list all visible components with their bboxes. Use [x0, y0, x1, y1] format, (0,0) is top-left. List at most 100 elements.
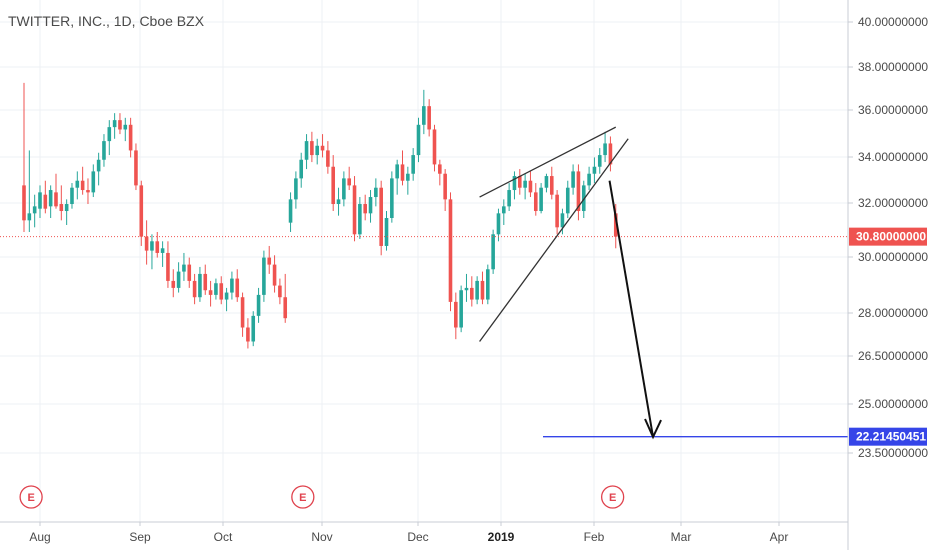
candle-body	[443, 173, 447, 200]
candle-body	[539, 187, 543, 212]
candle-body	[278, 285, 282, 298]
candle	[427, 99, 431, 137]
y-tick-label: 40.00000000	[858, 15, 928, 29]
candle-body	[592, 166, 597, 174]
candle	[597, 148, 602, 174]
candle-body	[219, 283, 224, 300]
candle	[608, 136, 613, 172]
candle-body	[112, 120, 117, 128]
candle-body	[406, 173, 410, 181]
candle	[278, 278, 282, 305]
candle	[166, 241, 170, 288]
earnings-badge-icon	[600, 485, 625, 509]
candle	[32, 194, 37, 228]
candle	[240, 292, 245, 337]
candle-body	[416, 124, 421, 156]
candle-body	[464, 287, 469, 291]
projection-arrow	[608, 180, 655, 438]
candle	[443, 169, 447, 212]
candle	[235, 269, 240, 302]
candle	[400, 150, 405, 186]
time-axis[interactable]: Aug Sep Oct Nov Dec 2019 Feb Mar Apr	[0, 521, 848, 544]
candle	[395, 159, 399, 195]
candle	[454, 292, 458, 340]
candle-body	[320, 145, 325, 151]
candle	[112, 113, 117, 139]
y-tick-label: 34.00000000	[858, 150, 928, 164]
candle-body	[160, 248, 165, 253]
candle-body	[171, 280, 176, 288]
candle-body	[512, 176, 517, 191]
target-price-tag-bg	[849, 427, 927, 446]
candle	[528, 171, 533, 198]
candle	[48, 185, 53, 218]
candle	[118, 113, 122, 135]
candle-body	[224, 292, 229, 300]
x-tick-label: Feb	[584, 530, 605, 544]
candle-body	[59, 204, 64, 212]
candle	[107, 120, 112, 156]
candle-body	[501, 206, 506, 214]
earnings-badge-icon	[291, 485, 315, 509]
candle-body	[91, 171, 96, 193]
candle	[80, 166, 85, 195]
candle	[368, 190, 373, 223]
y-tick-label: 25.00000000	[858, 397, 928, 411]
candle-body	[43, 194, 48, 209]
candle-body	[379, 187, 383, 246]
candle	[587, 166, 591, 191]
candle	[262, 250, 266, 302]
candle-body	[517, 176, 522, 188]
candle	[96, 152, 101, 186]
candle	[592, 157, 597, 184]
candle-body	[139, 185, 144, 237]
earnings-badge-label: E	[299, 492, 306, 504]
candle-body	[613, 213, 618, 237]
x-tick-label: Sep	[129, 530, 151, 544]
candle	[416, 117, 421, 163]
candle-body	[283, 297, 288, 319]
candle	[363, 194, 367, 221]
candle-body	[336, 199, 341, 205]
candle	[491, 229, 495, 274]
x-tick-label: Oct	[214, 530, 233, 544]
price-axis[interactable]: 40.00000000 38.00000000 36.00000000 34.0000…	[847, 0, 932, 550]
candle	[342, 171, 346, 207]
candle	[54, 173, 58, 209]
x-tick-label: 2019	[488, 530, 515, 544]
candle-body	[134, 150, 138, 186]
candle-body	[32, 206, 37, 214]
candle	[501, 199, 506, 225]
candle	[523, 173, 527, 200]
candle-body	[470, 287, 474, 300]
drawing-layer	[0, 126, 848, 440]
candle-body	[150, 241, 154, 251]
candle	[432, 124, 437, 172]
candle	[384, 211, 389, 251]
candle	[459, 285, 463, 333]
candle-body	[155, 241, 160, 253]
y-tick-label: 26.50000000	[858, 349, 928, 363]
candle-body	[533, 192, 538, 212]
candle	[144, 220, 149, 265]
candle-body	[374, 187, 378, 198]
candle	[171, 269, 176, 298]
candle	[182, 252, 186, 281]
candle-body	[326, 150, 330, 167]
last-price-tag-bg	[849, 227, 927, 246]
candle-body	[80, 180, 85, 191]
candle-body	[395, 164, 399, 179]
candle	[517, 169, 522, 195]
candle	[336, 187, 341, 216]
candle-body	[251, 315, 256, 342]
candle-body	[182, 264, 186, 272]
candle-body	[187, 264, 192, 281]
candle-body	[358, 204, 362, 235]
candle	[315, 138, 320, 165]
candle	[464, 273, 469, 302]
candle-body	[486, 269, 490, 300]
chart-title: TWITTER, INC., 1D, Cboe BZX	[8, 13, 205, 29]
candle-body	[240, 297, 245, 328]
price-axis-bg	[848, 0, 932, 550]
